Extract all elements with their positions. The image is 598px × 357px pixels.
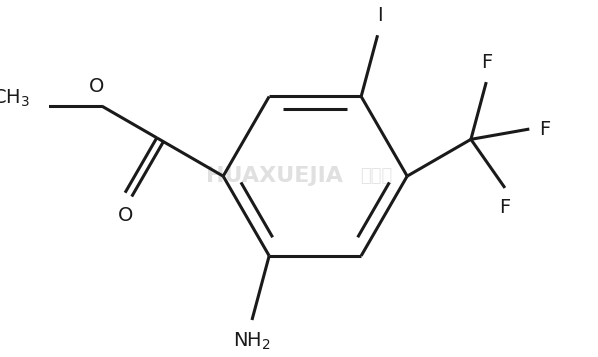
Text: HUAXUEJIA: HUAXUEJIA — [206, 166, 343, 186]
Text: F: F — [481, 53, 492, 72]
Text: CH$_3$: CH$_3$ — [0, 87, 30, 109]
Text: O: O — [89, 77, 105, 96]
Text: F: F — [499, 198, 511, 217]
Text: O: O — [117, 206, 133, 225]
Text: NH$_2$: NH$_2$ — [233, 330, 271, 352]
Text: 化学加: 化学加 — [361, 167, 393, 185]
Text: I: I — [377, 6, 383, 25]
Text: F: F — [539, 120, 551, 139]
